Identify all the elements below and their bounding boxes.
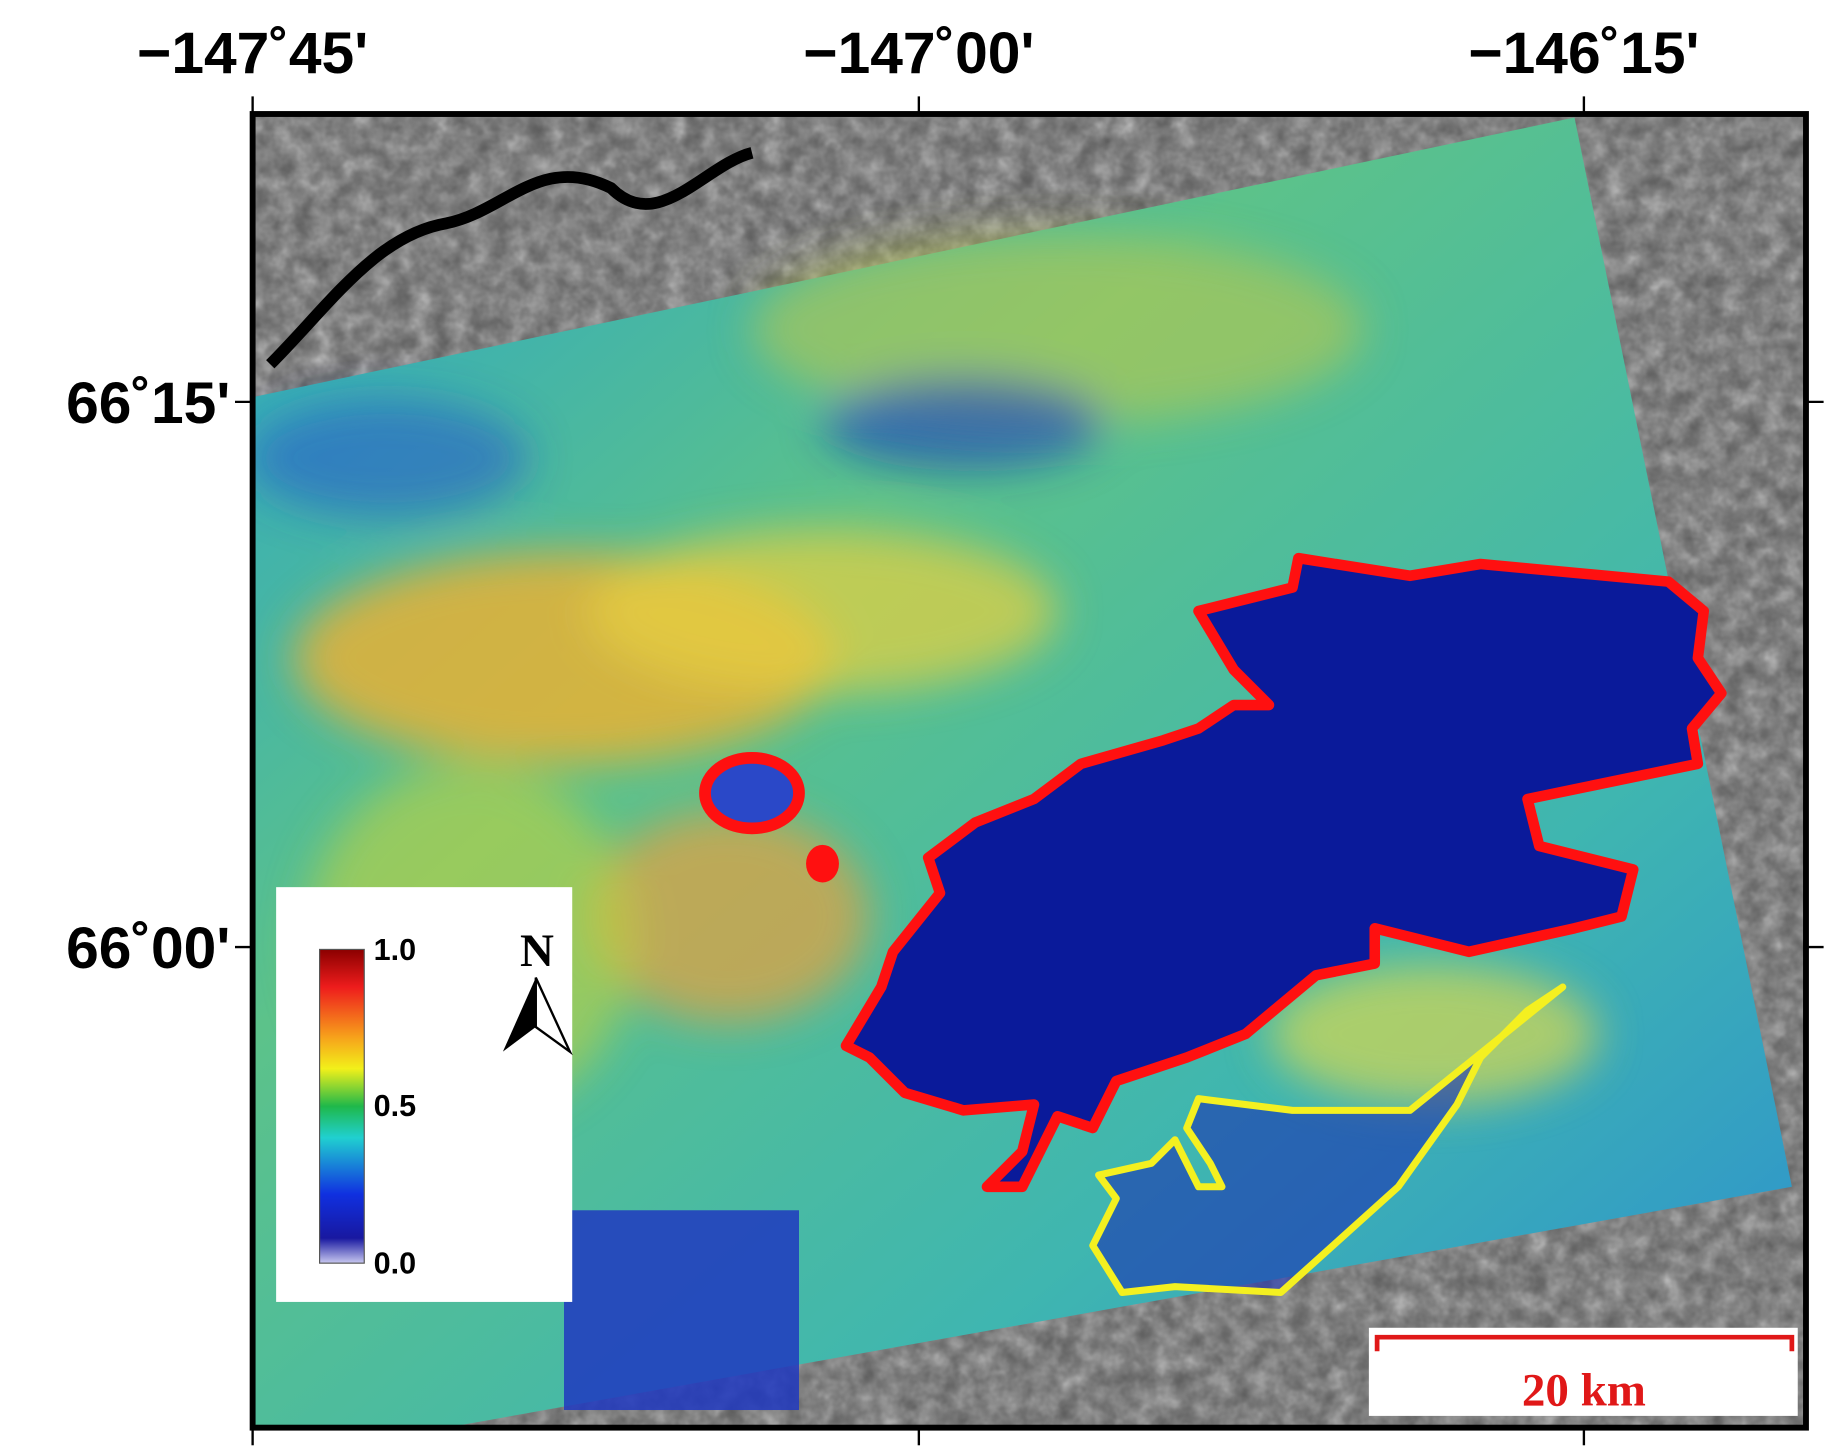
colorbar bbox=[319, 948, 365, 1264]
north-label: N bbox=[520, 925, 554, 977]
small-burn bbox=[806, 844, 839, 883]
scale-bar-line bbox=[1374, 1334, 1795, 1352]
river bbox=[266, 147, 754, 369]
older-burn-perimeter bbox=[1089, 983, 1567, 1297]
small-burn bbox=[699, 752, 805, 835]
scale-bar-label: 20 km bbox=[1522, 1364, 1646, 1416]
latitude-label: 66˚15' bbox=[66, 371, 230, 436]
colorbar-label: 0.0 bbox=[374, 1247, 416, 1281]
longitude-label: −146˚15' bbox=[1468, 21, 1699, 86]
colorbar-label: 1.0 bbox=[374, 933, 416, 967]
ticks bbox=[235, 96, 1824, 1446]
map-imagery bbox=[252, 114, 1806, 1428]
scale-bar-background bbox=[1368, 1327, 1798, 1416]
longitude-label: −147˚45' bbox=[137, 21, 368, 86]
map-frame bbox=[249, 111, 1809, 1431]
longitude-label: −147˚00' bbox=[803, 21, 1034, 86]
low-coherence-patch bbox=[564, 1210, 799, 1411]
north-arrow bbox=[534, 977, 573, 1056]
colorbar-label: 0.5 bbox=[374, 1089, 416, 1123]
legend-panel: 1.0 0.5 0.0 N bbox=[276, 887, 573, 1302]
latitude-label: 66˚00' bbox=[66, 916, 230, 981]
scale-bar: 20 km bbox=[1368, 1327, 1798, 1416]
burn-perimeter bbox=[840, 552, 1727, 1193]
